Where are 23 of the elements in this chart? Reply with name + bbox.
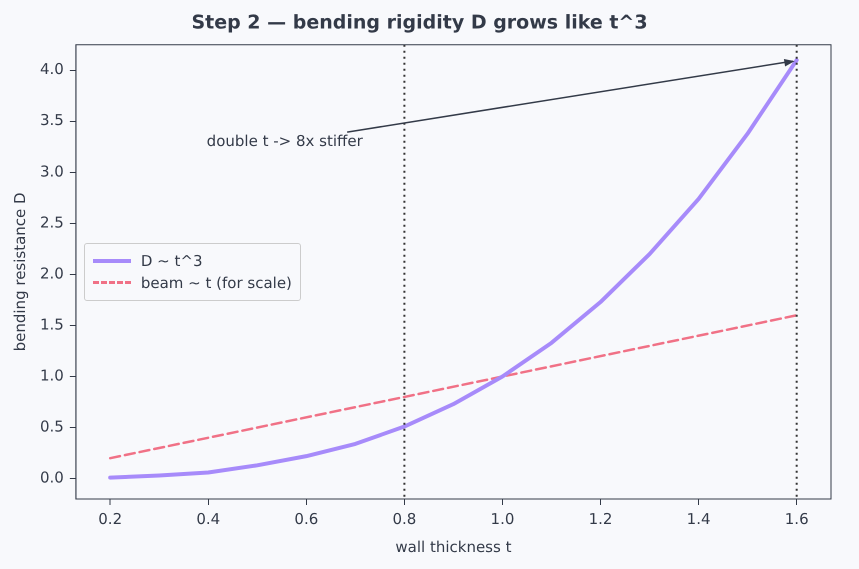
x-tick-label: 0.4 (196, 510, 220, 528)
y-tick-label: 0.0 (40, 468, 64, 486)
legend-label: D ~ t^3 (140, 252, 202, 270)
x-tick-label: 1.2 (588, 510, 612, 528)
x-tick-label: 0.2 (98, 510, 122, 528)
x-tick-label: 1.4 (686, 510, 711, 528)
y-tick-label: 2.0 (40, 264, 64, 282)
y-tick-label: 3.0 (40, 162, 64, 180)
y-tick-label: 1.5 (40, 315, 64, 334)
x-axis-title: wall thickness t (395, 538, 512, 556)
y-tick-label: 3.5 (40, 111, 64, 130)
y-tick-label: 4.0 (40, 60, 64, 78)
x-tick-label: 1.6 (784, 510, 809, 528)
x-tick-label: 0.6 (294, 510, 318, 528)
legend-label: beam ~ t (for scale) (140, 274, 292, 292)
x-tick-label: 0.8 (392, 510, 416, 528)
x-tick-label: 1.0 (490, 510, 514, 528)
annotation: double t -> 8x stiffer (206, 132, 364, 150)
y-tick-label: 0.5 (40, 417, 64, 436)
y-tick-label: 2.5 (40, 213, 64, 232)
chart-title: Step 2 — bending rigidity D grows like t^3 (191, 11, 648, 34)
y-axis-title: bending resistance D (10, 192, 29, 352)
y-tick-label: 1.0 (40, 366, 64, 384)
